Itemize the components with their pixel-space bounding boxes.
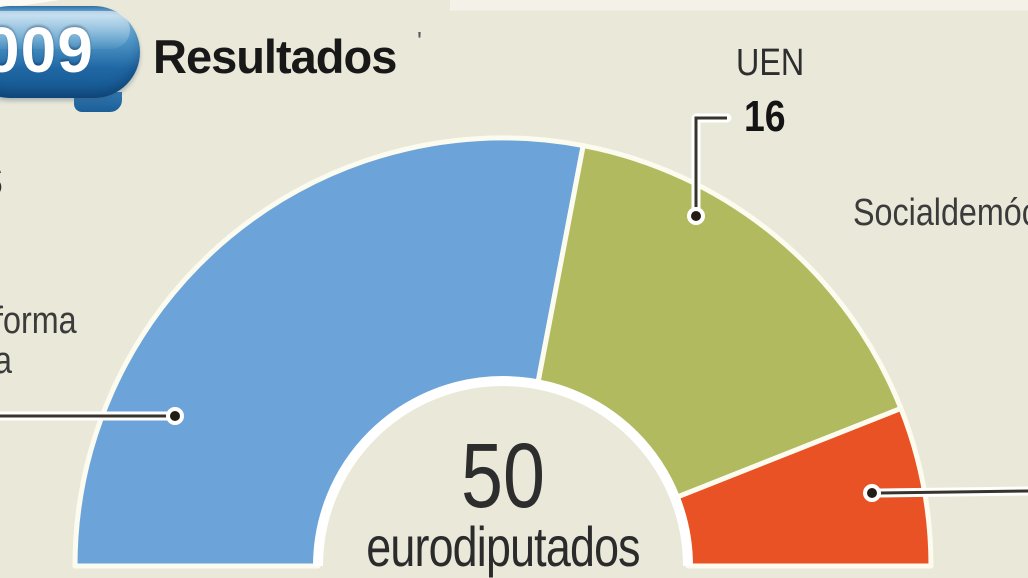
leader-right-segment-dot xyxy=(863,484,881,502)
leader-right-segment-line xyxy=(878,489,1028,495)
inner-hole-ring xyxy=(313,376,693,567)
total-seats-caption: eurodiputados xyxy=(366,515,640,578)
year-badge-text: 009 xyxy=(0,14,94,86)
leader-uen-segment-dot xyxy=(687,207,705,225)
right-segment-label: Socialdemóc xyxy=(853,192,1028,234)
leader-uen-segment-line xyxy=(694,116,727,216)
year-badge xyxy=(0,6,140,98)
left-segment-label-line1: forma xyxy=(0,300,77,342)
uen-label: UEN xyxy=(736,42,805,84)
uen-value: 16 xyxy=(744,92,786,141)
title-footnote-mark: ' xyxy=(417,26,422,56)
top-left-white-sliver xyxy=(0,0,60,9)
left-cutoff-text-top: s xyxy=(0,150,3,204)
total-seats-value: 50 xyxy=(461,425,545,527)
page-title: Resultados xyxy=(153,30,397,83)
leader-left-segment-dot xyxy=(166,407,184,425)
left-segment-label-line2: a xyxy=(0,342,12,380)
top-light-band xyxy=(450,0,1028,11)
